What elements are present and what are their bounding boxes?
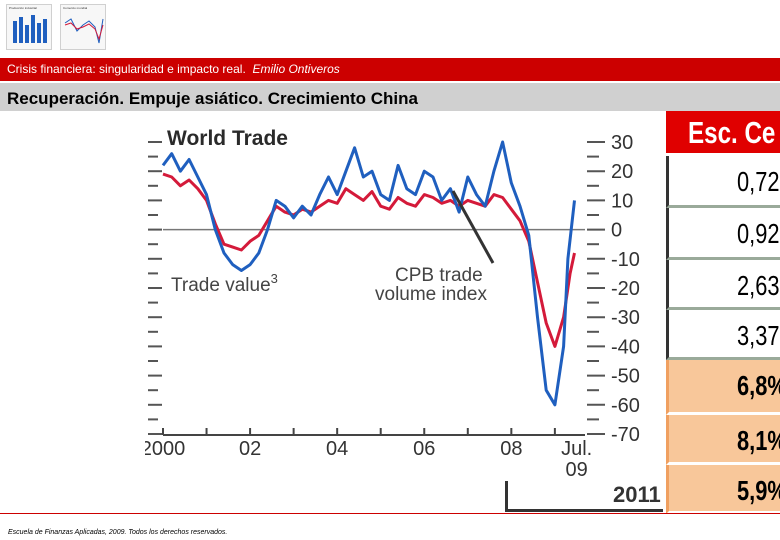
thumbnail-strip: Producción industrial Comercio mundial: [6, 4, 106, 50]
left-tick-marks: [148, 141, 162, 435]
table-value: 8,1%: [737, 425, 780, 456]
course-label: Crisis financiera: singularidad e impact…: [7, 62, 340, 76]
table-header-label: Esc. Ce: [688, 115, 776, 150]
table-cell-highlight: 5,9%: [666, 465, 780, 514]
forecast-table: Esc. Ce 0,72% 0,92% 2,63% 3,37% 6,8% 8,1…: [663, 111, 780, 514]
x-tick-label: Jul.: [561, 438, 592, 460]
x-tick-marks: [162, 428, 556, 435]
annotation-cpb-line2: volume index: [375, 284, 487, 305]
author-name: Emilio Ontiveros: [252, 62, 340, 76]
table-value: 3,37%: [737, 320, 780, 351]
x-tick-label: 04: [326, 438, 348, 460]
table-cell: 0,92%: [666, 208, 780, 260]
right-tick-marks: [587, 141, 605, 435]
table-value: 0,72%: [737, 166, 780, 197]
x-tick-label: 02: [239, 438, 261, 460]
annotation-cpb-line1: CPB trade: [395, 265, 483, 286]
annotation-trade-value-text: Trade value: [171, 275, 271, 296]
table-cell-highlight: 6,8%: [666, 360, 780, 415]
table-cell: 2,63%: [666, 260, 780, 310]
x-tick-labels: 2000 02 04 06 08 Jul.09: [145, 438, 592, 481]
thumbnail-title: Comercio mundial: [63, 6, 88, 10]
y-tick-label: -40: [611, 336, 640, 358]
y-tick-label: -70: [611, 424, 640, 446]
footer-copyright: Escuela de Finanzas Aplicadas, 2009. Tod…: [8, 529, 228, 536]
table-cell: 0,72%: [666, 156, 780, 208]
x-tick-label: 08: [500, 438, 522, 460]
trade-value-line: [161, 140, 576, 407]
cpb-volume-line: [162, 172, 576, 348]
annotation-trade-value: Trade value3: [171, 271, 278, 296]
world-trade-chart: World Trade 30 20 10 0 -10 -20 -30 -40 -50 -60 -70…: [145, 111, 665, 481]
course-bar: Crisis financiera: singularidad e impact…: [0, 58, 780, 81]
table-header: Esc. Ce: [666, 111, 780, 156]
slide-title-bar: Recuperación. Empuje asiático. Crecimien…: [0, 83, 780, 111]
thumbnail-bars: [13, 15, 47, 43]
y-tick-label: 10: [611, 190, 633, 212]
table-cell-highlight: 8,1%: [666, 415, 780, 465]
y-tick-label: -60: [611, 395, 640, 417]
thumbnail-title: Producción industrial: [9, 6, 37, 10]
x-tick-label: 06: [413, 438, 435, 460]
y-tick-label: -10: [611, 249, 640, 271]
x-tick-label: 2000: [145, 438, 185, 460]
y-tick-label: -20: [611, 278, 640, 300]
y-tick-label: -30: [611, 307, 640, 329]
table-value: 0,92%: [737, 218, 780, 249]
table-value: 5,9%: [737, 475, 780, 506]
footer-divider: [0, 513, 780, 514]
x-tick-sublabel: 09: [566, 459, 588, 481]
slide-title: Recuperación. Empuje asiático. Crecimien…: [7, 89, 418, 108]
y-tick-labels: 30 20 10 0 -10 -20 -30 -40 -50 -60 -70: [611, 132, 640, 446]
y-tick-label: 20: [611, 161, 633, 183]
table-cell: 3,37%: [666, 310, 780, 360]
thumbnail-chart-2[interactable]: Comercio mundial: [60, 4, 106, 50]
course-title: Crisis financiera: singularidad e impact…: [7, 62, 246, 76]
y-tick-label: 30: [611, 132, 633, 154]
thumbnail-chart-1[interactable]: Producción industrial: [6, 4, 52, 50]
y-tick-label: 0: [611, 220, 622, 242]
table-value: 6,8%: [737, 370, 780, 401]
y-tick-label: -50: [611, 366, 640, 388]
chart-background: [145, 111, 665, 481]
table-value: 2,63%: [737, 270, 780, 301]
annotation-superscript: 3: [271, 271, 278, 286]
chart-title: World Trade: [167, 127, 288, 150]
series-lines: [161, 140, 576, 407]
thumbnail-lines: [64, 18, 104, 44]
table-year-label: 2011: [613, 482, 661, 507]
cpb-annotation-pointer: [451, 190, 495, 264]
